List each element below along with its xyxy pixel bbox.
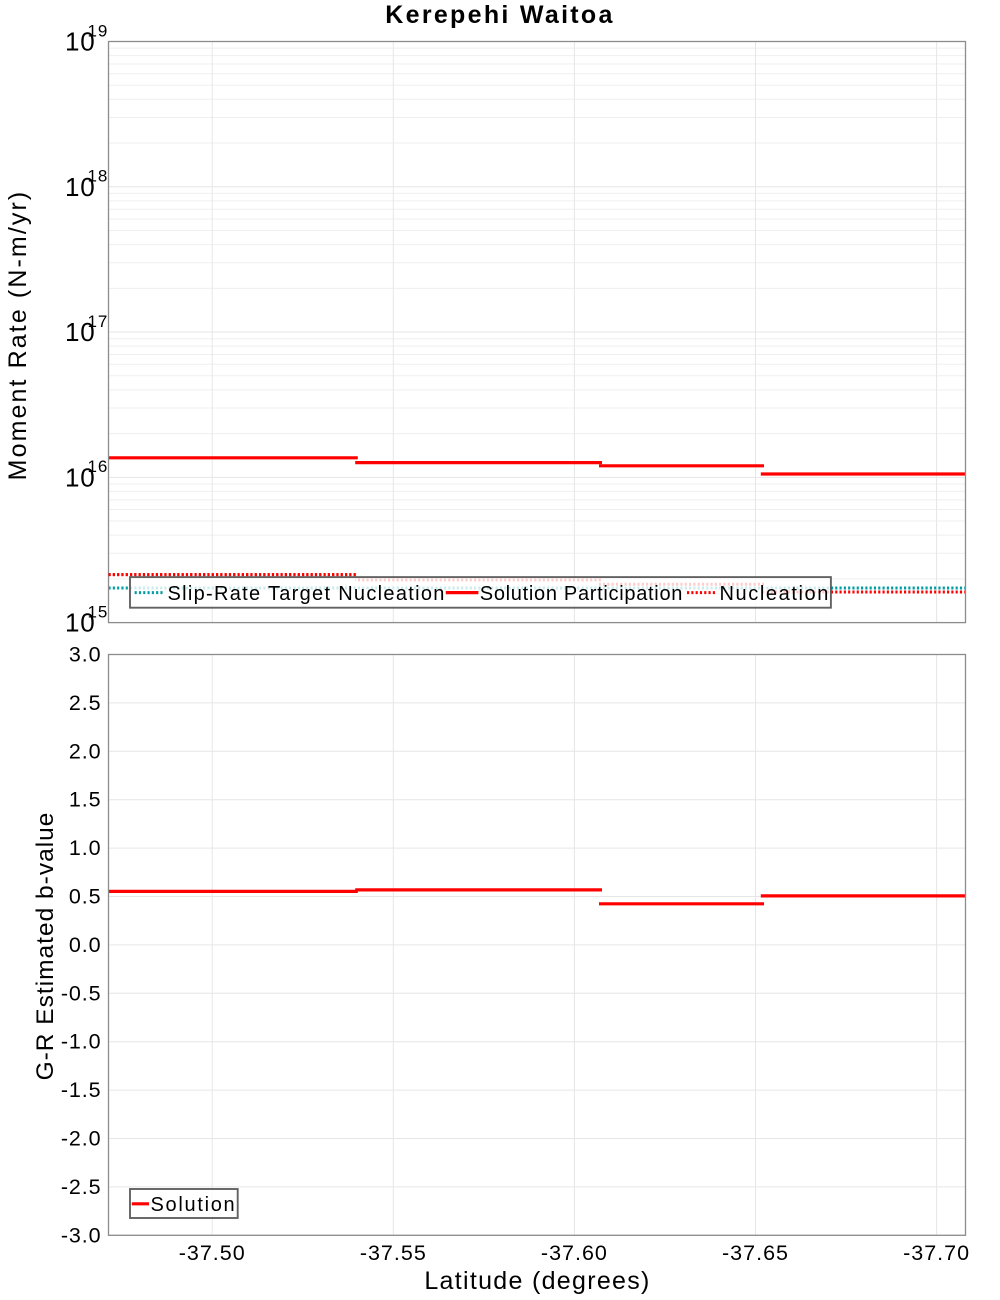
svg-text:19: 19 — [88, 21, 109, 40]
svg-text:17: 17 — [88, 312, 109, 331]
svg-text:2.0: 2.0 — [69, 739, 102, 763]
svg-text:3.0: 3.0 — [69, 643, 102, 667]
svg-text:-37.50: -37.50 — [179, 1241, 246, 1265]
svg-text:Latitude (degrees): Latitude (degrees) — [424, 1267, 650, 1295]
svg-text:-37.60: -37.60 — [541, 1241, 608, 1265]
svg-text:-37.55: -37.55 — [360, 1241, 427, 1265]
svg-text:10: 10 — [65, 608, 96, 638]
svg-text:Kerepehi Waitoa: Kerepehi Waitoa — [385, 1, 614, 29]
svg-text:0.0: 0.0 — [69, 933, 102, 957]
svg-text:Nucleation: Nucleation — [720, 583, 831, 605]
svg-text:Slip-Rate Target Nucleation: Slip-Rate Target Nucleation — [168, 583, 446, 605]
svg-text:-2.5: -2.5 — [61, 1175, 102, 1199]
svg-text:10: 10 — [65, 27, 96, 57]
svg-text:18: 18 — [88, 167, 109, 186]
svg-text:-1.0: -1.0 — [61, 1030, 102, 1054]
svg-text:-3.0: -3.0 — [61, 1223, 102, 1247]
svg-text:16: 16 — [88, 457, 109, 476]
svg-text:Solution Participation: Solution Participation — [480, 583, 683, 605]
svg-text:2.5: 2.5 — [69, 691, 102, 715]
svg-text:10: 10 — [65, 462, 96, 492]
svg-text:-2.0: -2.0 — [61, 1127, 102, 1151]
svg-text:Solution: Solution — [151, 1194, 237, 1216]
svg-text:10: 10 — [65, 317, 96, 347]
svg-text:-37.65: -37.65 — [722, 1241, 789, 1265]
svg-text:Moment Rate (N-m/yr): Moment Rate (N-m/yr) — [4, 190, 32, 481]
svg-text:G-R Estimated b-value: G-R Estimated b-value — [32, 812, 59, 1081]
svg-text:15: 15 — [88, 602, 109, 621]
svg-text:-0.5: -0.5 — [61, 981, 102, 1005]
svg-text:-37.70: -37.70 — [903, 1241, 970, 1265]
svg-text:1.0: 1.0 — [69, 836, 102, 860]
svg-text:10: 10 — [65, 172, 96, 202]
svg-text:1.5: 1.5 — [69, 788, 102, 812]
svg-text:-1.5: -1.5 — [61, 1078, 102, 1102]
svg-text:0.5: 0.5 — [69, 885, 102, 909]
